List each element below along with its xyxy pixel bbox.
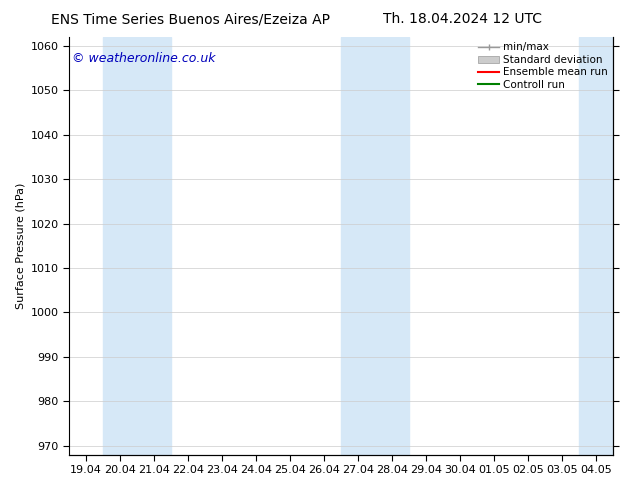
Bar bbox=[103, 37, 171, 455]
Legend: min/max, Standard deviation, Ensemble mean run, Controll run: min/max, Standard deviation, Ensemble me… bbox=[476, 40, 611, 92]
Bar bbox=[341, 37, 410, 455]
Bar bbox=[579, 37, 614, 455]
Y-axis label: Surface Pressure (hPa): Surface Pressure (hPa) bbox=[15, 183, 25, 309]
Text: Th. 18.04.2024 12 UTC: Th. 18.04.2024 12 UTC bbox=[384, 12, 542, 26]
Text: © weatheronline.co.uk: © weatheronline.co.uk bbox=[72, 51, 216, 65]
Text: ENS Time Series Buenos Aires/Ezeiza AP: ENS Time Series Buenos Aires/Ezeiza AP bbox=[51, 12, 330, 26]
